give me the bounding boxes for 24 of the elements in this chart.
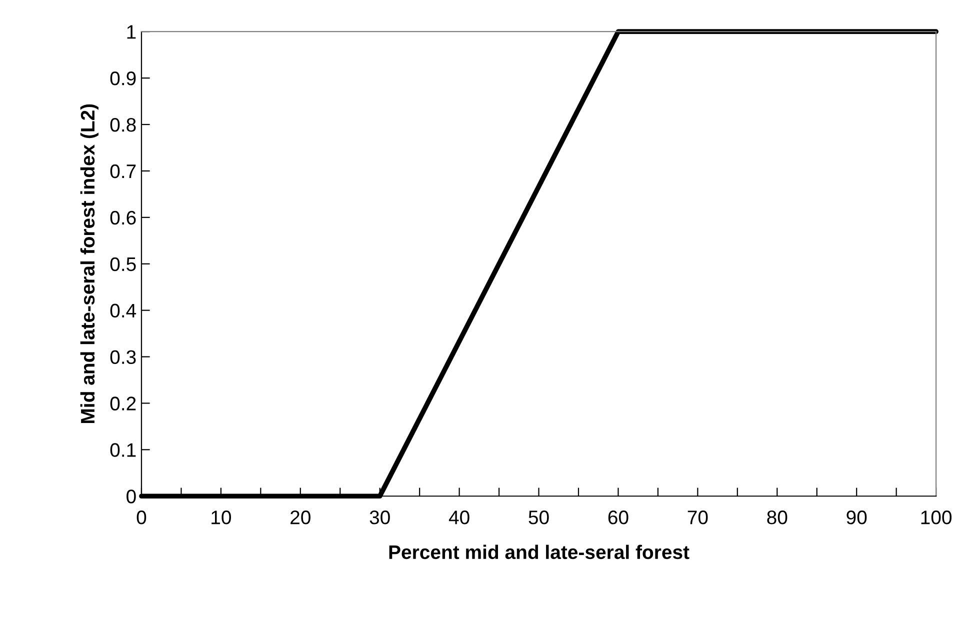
- y-tick-label: 0.3: [110, 350, 136, 364]
- x-tick-label: 30: [370, 510, 390, 524]
- y-axis-title: Mid and late-seral forest index (L2): [80, 104, 98, 423]
- x-axis-title: Percent mid and late-seral forest: [389, 544, 690, 560]
- y-tick-label: 0.2: [110, 396, 136, 410]
- x-tick-label: 0: [136, 510, 146, 524]
- y-tick-label: 0: [126, 490, 136, 504]
- x-tick-label: 50: [528, 510, 549, 524]
- y-tick-label: 0.4: [110, 304, 136, 318]
- x-tick-label: 70: [688, 510, 708, 524]
- y-tick-label: 0.6: [110, 210, 136, 225]
- x-tick-label: 20: [290, 510, 310, 524]
- x-tick-label: 10: [212, 510, 231, 524]
- y-tick-label: 0.8: [110, 118, 136, 132]
- y-tick-label: 0.9: [110, 72, 136, 86]
- x-tick-label: 40: [448, 510, 470, 524]
- y-tick-label: 0.5: [110, 257, 136, 272]
- x-tick-label: 60: [608, 510, 628, 524]
- y-tick-label: 0.7: [110, 164, 136, 178]
- y-tick-label: 1: [127, 25, 136, 39]
- x-tick-label: 90: [846, 510, 867, 524]
- y-tick-label: 0.1: [110, 443, 136, 457]
- x-tick-label: 80: [767, 510, 788, 524]
- x-tick-label: 100: [921, 510, 952, 524]
